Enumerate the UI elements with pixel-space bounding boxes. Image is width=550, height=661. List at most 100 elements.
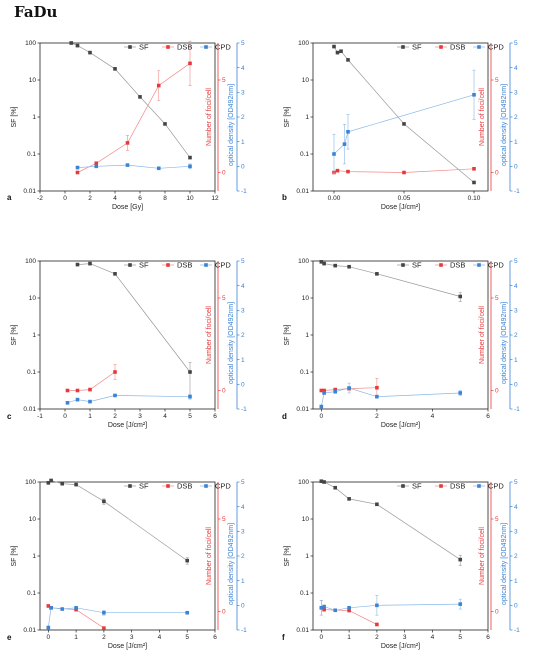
y3-tick-label: 5	[514, 258, 518, 265]
data-point-cpd	[332, 152, 336, 156]
data-point-cpd	[113, 393, 117, 398]
data-point-sf	[458, 557, 463, 562]
y3-tick-label: 4	[514, 65, 518, 72]
plot-frame	[312, 260, 489, 410]
y-tick-label: 0.1	[27, 590, 36, 597]
legend-label-dsb: DSB	[450, 43, 465, 52]
x-tick-label: 6	[138, 195, 142, 202]
data-point-sf	[75, 43, 80, 48]
x-tick-label: 0	[320, 413, 324, 420]
y2-axis-label: Number of foci/cell	[206, 527, 213, 585]
x-tick-label: 4	[431, 634, 435, 641]
legend-label-dsb: DSB	[177, 482, 192, 491]
data-point-sf	[88, 50, 92, 55]
x-axis-label: Dose [J/cm²]	[108, 422, 147, 429]
legend-marker-dsb	[439, 45, 443, 49]
data-point-sf	[472, 180, 476, 185]
legend: SF DSB CPD	[124, 482, 231, 491]
y2-tick-label: 5	[495, 77, 499, 84]
legend-marker-sf	[128, 263, 132, 267]
data-point-cpd	[49, 606, 53, 610]
y-tick-label: 0.01	[23, 627, 36, 634]
data-point-cpd	[347, 606, 351, 610]
y2-tick-label: 0	[495, 609, 499, 616]
data-point-sf	[163, 122, 167, 126]
y-axis-label: SF [%]	[284, 324, 291, 345]
x-tick-label: 6	[486, 634, 490, 641]
x-tick-label: 0	[47, 634, 51, 641]
data-point-sf	[347, 497, 351, 501]
y2-tick-label: 0	[222, 170, 226, 177]
x-tick-label: 0	[320, 634, 324, 641]
y3-tick-label: 0	[241, 164, 245, 171]
data-point-cpd	[74, 606, 78, 610]
plot-frame	[312, 481, 489, 631]
series-line-cpd	[77, 164, 191, 169]
data-point-sf	[346, 58, 350, 62]
data-point-sf	[458, 294, 463, 299]
y-tick-label: 1	[32, 553, 36, 560]
y3-tick-label: 3	[514, 308, 518, 315]
panel-label: a	[7, 193, 12, 202]
y2-tick-label: 0	[495, 388, 499, 395]
y3-axis-label: optical density [OD492nm]	[228, 302, 235, 384]
series-line-cpd	[320, 387, 461, 407]
y3-tick-label: 2	[514, 332, 518, 339]
data-point-cpd	[188, 394, 192, 399]
y3-tick-label: 0	[514, 164, 518, 171]
y3-tick-label: 5	[241, 258, 245, 265]
y-tick-label: 0.01	[296, 627, 309, 634]
y3-tick-label: 3	[241, 529, 245, 536]
legend-label-sf: SF	[412, 43, 422, 52]
x-tick-label: 0	[63, 413, 67, 420]
x-tick-label: 10	[186, 195, 194, 202]
legend-label-dsb: DSB	[450, 482, 465, 491]
y-axis-label: SF [%]	[284, 545, 291, 566]
legend: SF DSB CPD	[124, 261, 231, 270]
x-tick-label: 4	[431, 413, 435, 420]
series-cpd	[46, 606, 190, 630]
data-point-sf	[188, 155, 192, 160]
data-point-cpd	[346, 130, 350, 134]
y-tick-label: 10	[302, 77, 310, 84]
legend-label-cpd: CPD	[488, 482, 504, 491]
x-axis-label: Dose [J/cm²]	[381, 204, 420, 211]
data-point-cpd	[60, 607, 65, 611]
data-point-sf	[74, 482, 78, 487]
data-point-dsb	[156, 83, 161, 88]
y3-tick-label: -1	[241, 406, 247, 413]
y2-tick-label: 5	[222, 77, 226, 84]
legend-label-sf: SF	[139, 43, 149, 52]
series-line-cpd	[333, 94, 475, 155]
data-point-sf	[333, 263, 338, 268]
data-point-cpd	[322, 391, 326, 395]
x-tick-label: 0.10	[468, 195, 481, 202]
data-point-sf	[49, 478, 53, 483]
y-tick-label: 0.01	[23, 406, 36, 413]
series-line-dsb	[67, 371, 116, 391]
series-cpd	[332, 69, 476, 175]
series-line-dsb	[77, 63, 191, 173]
legend-label-cpd: CPD	[215, 43, 231, 52]
y3-axis-label: optical density [OD492nm]	[501, 523, 508, 605]
legend-marker-cpd	[204, 45, 208, 49]
x-tick-label: 1	[347, 634, 351, 641]
legend-label-dsb: DSB	[177, 43, 192, 52]
legend-marker-cpd	[477, 263, 481, 267]
series-line-sf	[321, 261, 461, 297]
legend-marker-sf	[128, 484, 132, 488]
data-point-sf	[375, 502, 379, 507]
y3-tick-label: 2	[514, 553, 518, 560]
data-point-dsb	[472, 167, 476, 171]
x-tick-label: 2	[102, 634, 106, 641]
legend-label-dsb: DSB	[450, 261, 465, 270]
legend-marker-dsb	[166, 484, 170, 488]
y3-tick-label: 2	[241, 114, 245, 121]
data-point-sf	[402, 122, 406, 126]
data-point-cpd	[88, 399, 92, 404]
x-tick-label: 2	[375, 413, 379, 420]
x-tick-label: -1	[37, 413, 43, 420]
data-point-dsb	[75, 388, 80, 393]
x-tick-label: 8	[163, 195, 167, 202]
